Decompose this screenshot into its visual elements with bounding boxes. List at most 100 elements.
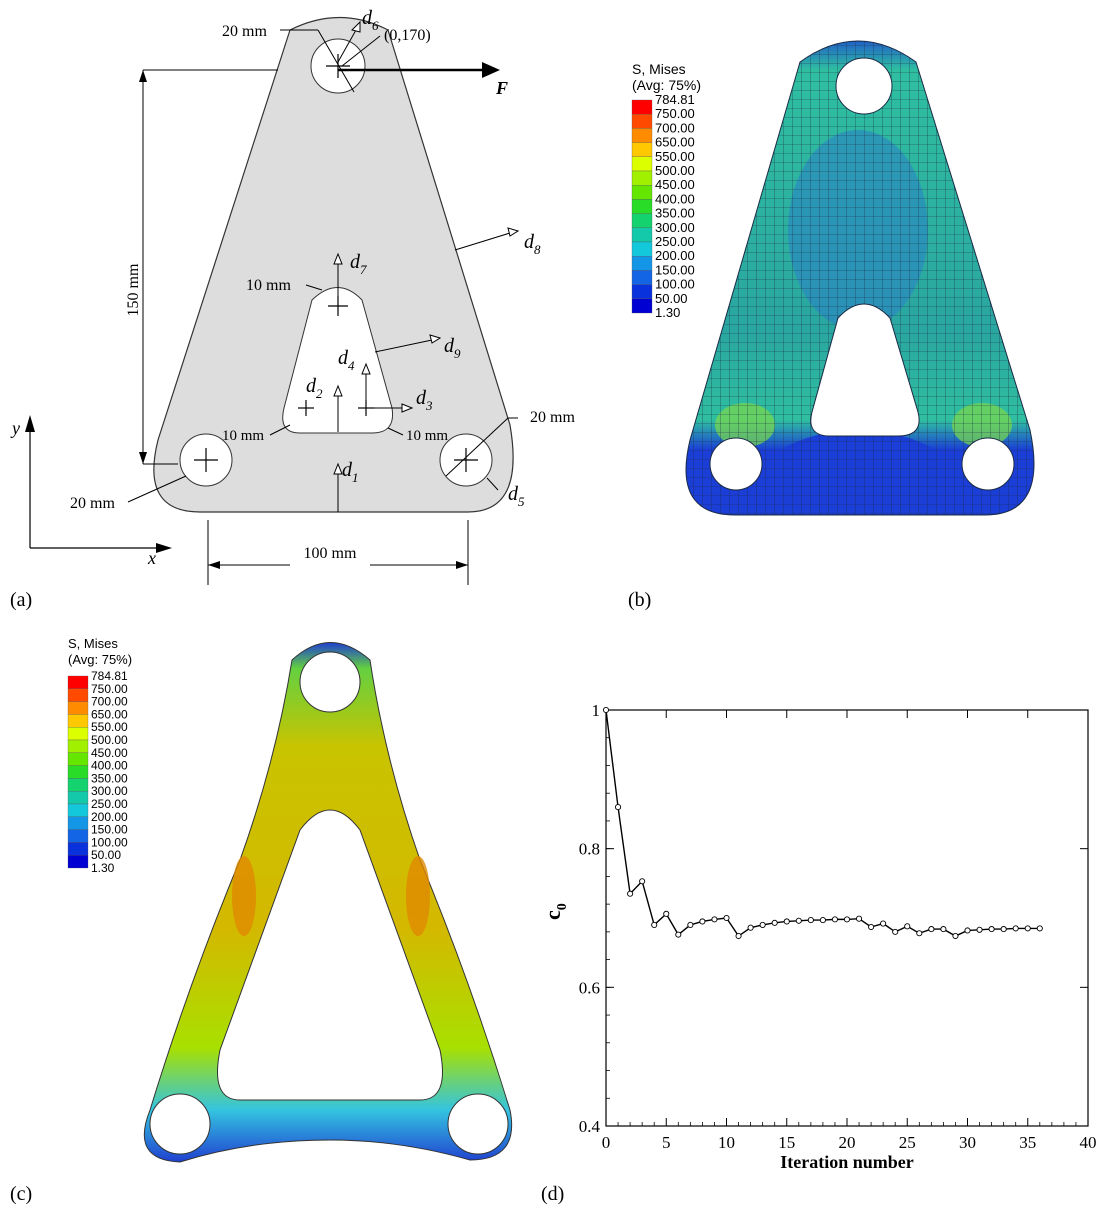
data-point <box>687 921 694 928</box>
legend-value: 500.00 <box>655 163 695 178</box>
legend-swatch <box>67 778 89 792</box>
panel-label-b: (b) <box>628 589 651 611</box>
y-tick-label: 0.6 <box>579 978 600 997</box>
data-point <box>868 923 875 931</box>
svg-text:S, Mises: S, Mises <box>68 636 118 651</box>
legend-value: 150.00 <box>655 262 695 277</box>
x-tick-label: 10 <box>718 1133 735 1152</box>
data-point <box>711 916 718 923</box>
svg-text:S, Mises: S, Mises <box>632 61 686 77</box>
label-r-top: 20 mm <box>222 23 267 40</box>
legend-value: 350.00 <box>91 771 128 785</box>
x-tick-label: 15 <box>778 1133 795 1152</box>
legend-value: 250.00 <box>91 797 128 811</box>
legend-swatch <box>631 99 653 115</box>
legend-value: 100.00 <box>91 835 128 849</box>
data-point <box>1036 925 1043 932</box>
fe-hole-br <box>961 437 1015 491</box>
data-point <box>771 919 778 926</box>
legend-value: 400.00 <box>655 191 695 206</box>
opt-hole-top <box>299 651 361 713</box>
legend-value: 500.00 <box>91 733 128 747</box>
svg-text:d4: d4 <box>338 347 355 373</box>
design-variable-labels: d1 d2 d3 d4 d5 d6 d7 d8 d9 <box>306 7 541 509</box>
label-height: 150 mm <box>125 263 142 316</box>
legend-value: 1.30 <box>655 305 680 320</box>
label-coord: (0,170) <box>384 27 431 44</box>
legend-value: 784.81 <box>655 92 695 107</box>
data-point <box>928 926 935 933</box>
data-point <box>602 706 610 714</box>
series-line <box>605 709 1040 938</box>
legend-swatch <box>631 128 653 143</box>
legend-c: S, Mises (Avg: 75%) 784.81750.00700.0065… <box>67 636 132 875</box>
legend-value: 700.00 <box>655 120 695 135</box>
x-tick-label: 0 <box>602 1133 611 1152</box>
data-point <box>807 917 814 924</box>
legend-swatch <box>631 256 653 271</box>
label-r-slot-br: 10 mm <box>406 428 448 444</box>
force-arrowhead <box>482 62 500 78</box>
fe-hole-bl <box>709 437 763 491</box>
data-point <box>831 916 839 923</box>
xy-axes <box>29 425 160 549</box>
legend-swatch <box>631 114 653 129</box>
axis-label-x: x <box>147 548 156 568</box>
legend-value: 550.00 <box>91 720 128 734</box>
legend-swatch <box>631 213 653 228</box>
legend-swatch <box>631 270 653 285</box>
data-point <box>735 932 742 940</box>
panel-label-d: (d) <box>541 1183 564 1205</box>
fe-slot <box>810 303 920 437</box>
svg-text:d2: d2 <box>306 375 323 401</box>
data-point <box>892 928 899 935</box>
legend-value: 200.00 <box>655 248 695 263</box>
legend-swatch <box>67 675 89 689</box>
svg-text:d8: d8 <box>524 231 541 257</box>
data-point <box>627 890 634 897</box>
data-point <box>819 917 826 924</box>
x-axis-arrowhead <box>156 543 172 553</box>
inner-cutout <box>217 809 443 1101</box>
legend-value: 650.00 <box>655 135 695 150</box>
svg-text:d7: d7 <box>350 251 367 277</box>
legend-swatch <box>631 284 653 299</box>
y-tick-label: 0.8 <box>579 840 600 859</box>
legend-swatch <box>631 170 653 186</box>
legend-value: 750.00 <box>91 682 128 696</box>
legend-value: 550.00 <box>655 149 695 164</box>
legend-swatch <box>631 227 653 243</box>
dimension-lines <box>127 29 518 585</box>
legend-value: 400.00 <box>91 759 128 773</box>
svg-text:d6: d6 <box>362 7 379 33</box>
hot-zone-left <box>232 856 256 936</box>
x-tick-label: 5 <box>662 1133 671 1152</box>
data-point <box>964 927 971 934</box>
x-tick-label: 20 <box>839 1133 856 1152</box>
legend-swatch <box>67 855 89 869</box>
legend-swatch <box>67 803 89 817</box>
legend-swatch <box>67 688 89 702</box>
data-point <box>639 878 646 885</box>
design-variable-arrows <box>333 20 520 512</box>
legend-value: 350.00 <box>655 206 695 221</box>
legend-swatch <box>67 765 89 779</box>
data-point <box>615 804 622 811</box>
legend-value: 1.30 <box>91 861 115 875</box>
chart-xlabel: Iteration number <box>780 1152 914 1172</box>
svg-text:d3: d3 <box>416 387 433 413</box>
panel-label-a: (a) <box>10 589 32 611</box>
legend-value: 150.00 <box>91 823 128 837</box>
legend-swatch <box>631 185 653 200</box>
legend-value: 700.00 <box>91 695 128 709</box>
legend-value: 50.00 <box>91 848 121 862</box>
data-point <box>723 914 730 922</box>
axis-label-y: y <box>10 418 20 438</box>
svg-text:d9: d9 <box>444 335 461 361</box>
label-r-br: 20 mm <box>530 409 575 426</box>
data-point <box>916 930 923 937</box>
legend-swatch <box>67 816 89 830</box>
legend-swatch <box>631 241 653 257</box>
legend-swatch <box>631 142 653 157</box>
fe-mesh-outline <box>685 40 1035 516</box>
